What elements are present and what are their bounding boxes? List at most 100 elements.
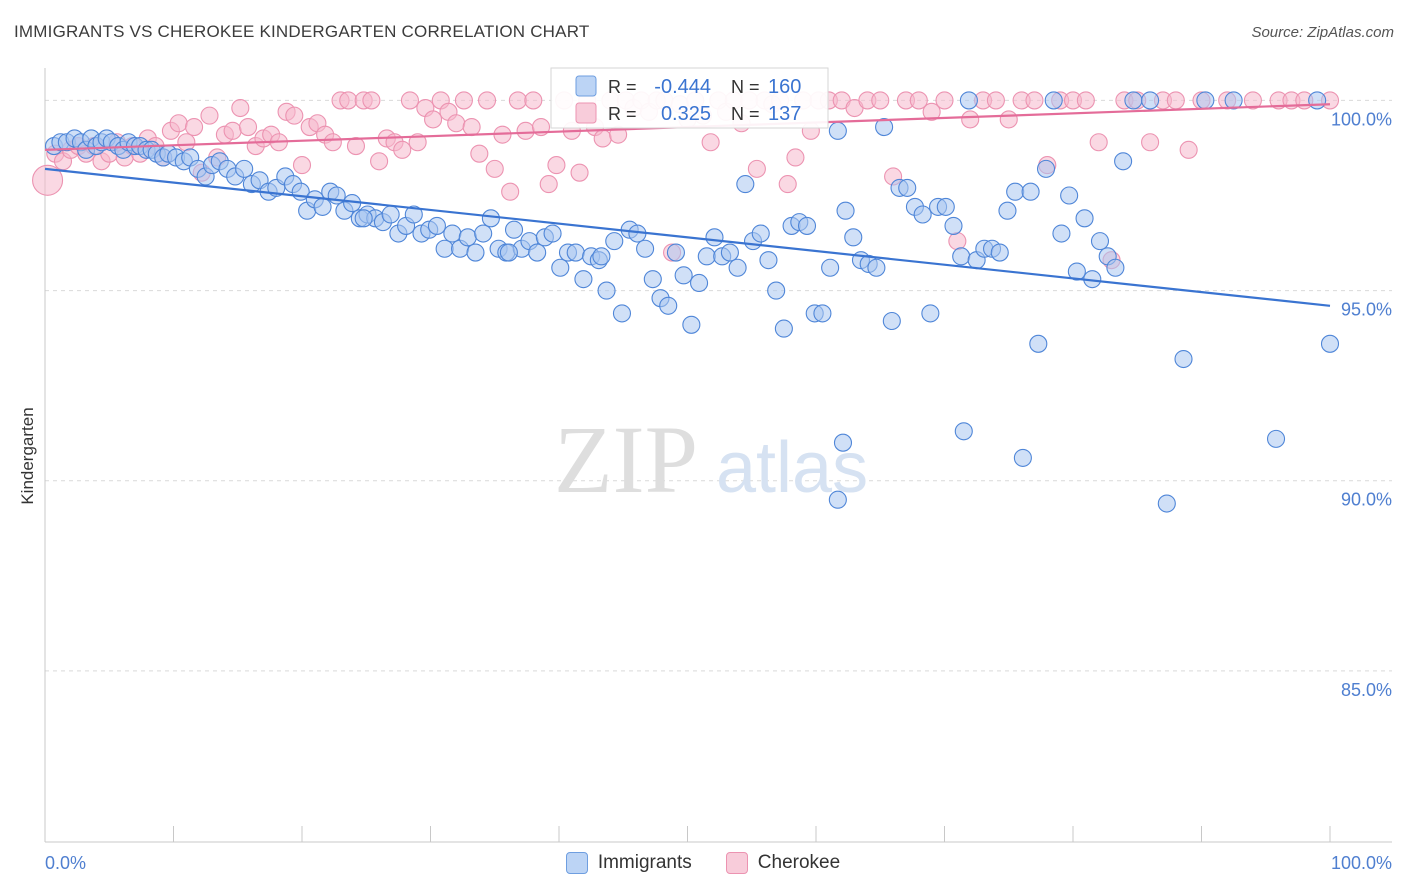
cherokee-point: [238, 117, 258, 137]
immigrants-point: [643, 270, 662, 289]
legend-r-value: 0.325: [661, 103, 711, 125]
immigrants-point: [1060, 186, 1079, 205]
immigrants-point: [1174, 349, 1193, 369]
y-tick-label: 85.0%: [1341, 680, 1392, 700]
cherokee-point: [477, 91, 497, 110]
cherokee-point: [485, 159, 504, 178]
cherokee-point: [1243, 91, 1262, 110]
immigrants-point: [1013, 448, 1032, 467]
immigrants-point: [1044, 91, 1063, 110]
cherokee-point: [346, 137, 366, 156]
immigrants-point: [728, 258, 747, 277]
immigrants-point: [954, 422, 973, 441]
cherokee-point: [370, 152, 389, 171]
cherokee-point: [871, 91, 890, 110]
cherokee-point: [292, 156, 312, 175]
immigrants-point: [875, 117, 894, 137]
cherokee-point: [516, 121, 535, 140]
legend-r-label: R =: [608, 104, 637, 124]
x-tick-label: 0.0%: [45, 853, 86, 873]
cherokee-point: [570, 163, 589, 182]
immigrants-point: [435, 239, 454, 258]
immigrants-point: [574, 270, 593, 289]
immigrants-point: [774, 319, 793, 338]
immigrants-point: [690, 273, 709, 293]
immigrants-point: [381, 205, 400, 224]
legend-swatch-icon: [575, 102, 597, 124]
immigrants-point: [1320, 334, 1340, 353]
cherokee-point: [508, 91, 527, 110]
cherokee-point: [447, 114, 466, 133]
legend-bottom: Immigrants Cherokee: [0, 852, 1406, 874]
cherokee-point: [986, 91, 1005, 110]
y-axis-title: Kindergarten: [18, 407, 37, 504]
immigrants-point: [882, 311, 901, 331]
cherokee-point: [285, 106, 304, 125]
cherokee-point: [786, 148, 805, 167]
immigrants-point: [1052, 224, 1071, 243]
immigrants-point: [1006, 182, 1025, 201]
cherokee-point: [200, 106, 219, 125]
cherokee-point: [408, 133, 427, 152]
immigrants-point: [1029, 334, 1048, 353]
immigrants-point: [867, 258, 886, 277]
immigrants-point: [998, 201, 1017, 220]
cherokee-point: [339, 91, 358, 110]
immigrants-point: [499, 243, 518, 262]
cherokee-point: [948, 232, 967, 251]
cherokee-point: [701, 133, 720, 152]
immigrants-point: [936, 197, 955, 216]
cherokee-point: [778, 175, 797, 194]
x-tick-label: 100.0%: [1331, 853, 1392, 873]
cherokee-point: [424, 110, 443, 129]
legend-label-immigrants: Immigrants: [597, 852, 692, 873]
grid-layer: [45, 99, 1392, 672]
cherokee-point: [935, 91, 954, 110]
cherokee-point: [32, 164, 64, 196]
cherokee-point: [462, 117, 481, 137]
immigrants-point: [759, 251, 778, 270]
immigrants-point: [659, 296, 678, 315]
cherokee-point: [1141, 133, 1160, 152]
legend-item-immigrants[interactable]: Immigrants: [565, 852, 692, 874]
legend-swatch-icon: [575, 75, 597, 97]
cherokee-point: [539, 175, 558, 194]
immigrants-point: [952, 247, 971, 266]
y-tick-label: 95.0%: [1341, 300, 1392, 320]
immigrants-point: [313, 197, 332, 216]
cherokee-point: [223, 121, 242, 140]
legend-n-value: 137: [768, 103, 801, 125]
immigrants-point: [474, 224, 493, 243]
cherokee-point: [454, 91, 473, 110]
immigrants-point: [797, 216, 817, 235]
legend-item-cherokee[interactable]: Cherokee: [725, 852, 841, 874]
source-label: Source: ZipAtlas.com: [1251, 24, 1394, 41]
immigrants-point: [836, 201, 855, 220]
immigrants-point: [736, 175, 755, 194]
immigrants-point: [913, 205, 932, 224]
legend-top: R = -0.444 N = 160 R = 0.325 N = 137: [550, 67, 829, 129]
immigrants-point: [466, 243, 485, 262]
legend-label-cherokee: Cherokee: [757, 852, 841, 873]
immigrants-point: [504, 220, 524, 239]
immigrants-point: [705, 228, 724, 247]
cherokee-point: [231, 98, 250, 118]
immigrants-point: [821, 258, 840, 277]
immigrants-point: [1021, 182, 1040, 201]
immigrants-point: [833, 433, 853, 452]
immigrants-point: [828, 490, 847, 509]
immigrants-point: [1196, 91, 1215, 110]
cherokee-point: [470, 144, 489, 163]
cherokee-point: [393, 140, 412, 159]
immigrants-point: [551, 258, 570, 277]
immigrants-point: [597, 281, 616, 300]
immigrants-point: [1141, 91, 1160, 110]
immigrants-trendline: [44, 167, 1331, 307]
y-tick-label: 100.0%: [1331, 109, 1392, 129]
immigrants-point: [1308, 91, 1327, 110]
immigrants-point: [697, 247, 716, 266]
cherokee-point: [1025, 91, 1044, 110]
cherokee-point: [323, 133, 342, 152]
immigrants-point: [828, 121, 847, 140]
cherokee-point: [961, 110, 980, 129]
